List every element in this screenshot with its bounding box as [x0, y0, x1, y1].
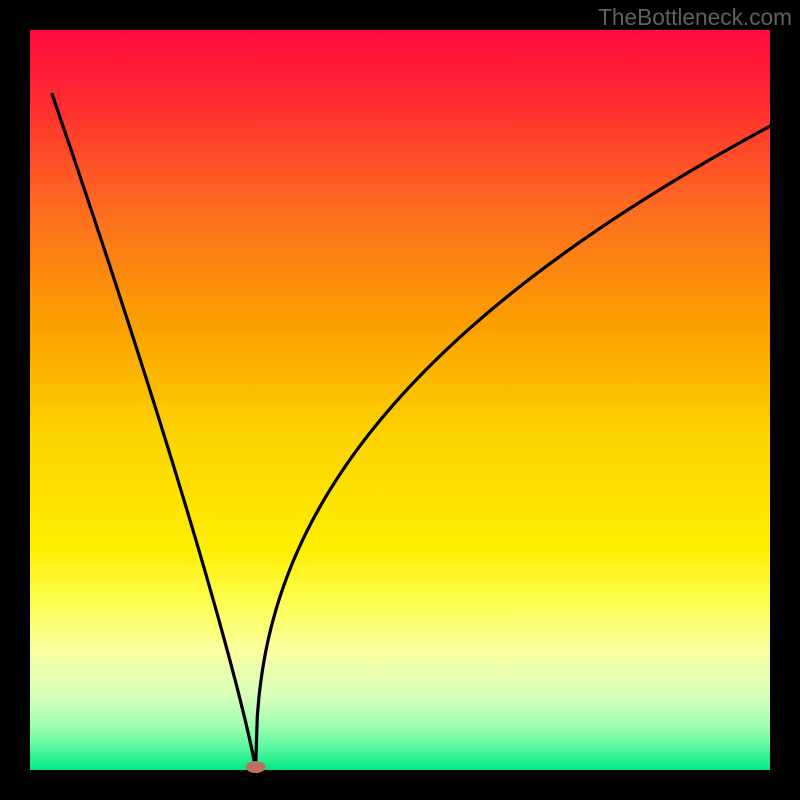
minimum-marker: [246, 761, 266, 773]
bottleneck-curve-chart: [0, 0, 800, 800]
watermark-text: TheBottleneck.com: [598, 4, 792, 31]
chart-container: TheBottleneck.com: [0, 0, 800, 800]
plot-area: [30, 30, 770, 770]
